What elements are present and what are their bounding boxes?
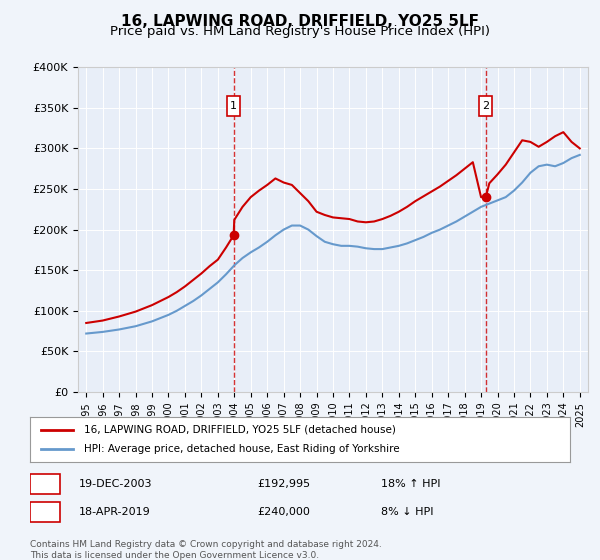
Text: £192,995: £192,995: [257, 479, 310, 489]
Text: Contains HM Land Registry data © Crown copyright and database right 2024.
This d: Contains HM Land Registry data © Crown c…: [30, 540, 382, 560]
FancyBboxPatch shape: [479, 96, 493, 116]
Text: 2: 2: [41, 507, 48, 517]
Text: HPI: Average price, detached house, East Riding of Yorkshire: HPI: Average price, detached house, East…: [84, 445, 400, 455]
Text: 16, LAPWING ROAD, DRIFFIELD, YO25 5LF (detached house): 16, LAPWING ROAD, DRIFFIELD, YO25 5LF (d…: [84, 424, 396, 435]
FancyBboxPatch shape: [30, 502, 60, 522]
Text: 1: 1: [230, 101, 237, 111]
Text: 19-DEC-2003: 19-DEC-2003: [79, 479, 152, 489]
FancyBboxPatch shape: [30, 474, 60, 494]
Text: 8% ↓ HPI: 8% ↓ HPI: [381, 507, 433, 517]
Text: £240,000: £240,000: [257, 507, 310, 517]
Text: 1: 1: [41, 479, 48, 489]
Text: 16, LAPWING ROAD, DRIFFIELD, YO25 5LF: 16, LAPWING ROAD, DRIFFIELD, YO25 5LF: [121, 14, 479, 29]
Text: 18-APR-2019: 18-APR-2019: [79, 507, 151, 517]
FancyBboxPatch shape: [227, 96, 240, 116]
Text: 2: 2: [482, 101, 490, 111]
Text: Price paid vs. HM Land Registry's House Price Index (HPI): Price paid vs. HM Land Registry's House …: [110, 25, 490, 38]
Text: 18% ↑ HPI: 18% ↑ HPI: [381, 479, 440, 489]
